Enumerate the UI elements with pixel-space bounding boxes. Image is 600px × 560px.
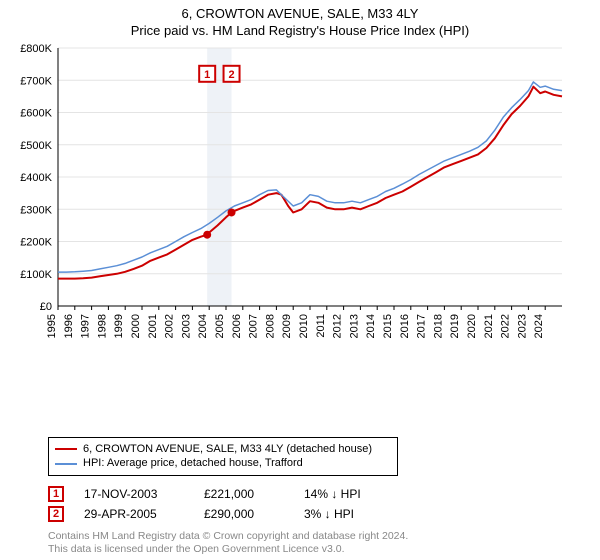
svg-text:2: 2 xyxy=(228,69,234,81)
footer-line: Contains HM Land Registry data © Crown c… xyxy=(48,530,590,543)
footer-line: This data is licensed under the Open Gov… xyxy=(48,543,590,556)
transaction-marker: 1 xyxy=(48,486,64,502)
svg-text:2021: 2021 xyxy=(483,314,495,338)
transaction-date: 17-NOV-2003 xyxy=(84,487,184,501)
svg-text:2000: 2000 xyxy=(130,314,142,338)
transaction-table: 1 17-NOV-2003 £221,000 14% ↓ HPI 2 29-APR-200… xyxy=(48,482,590,526)
svg-text:2003: 2003 xyxy=(180,314,192,338)
legend-swatch xyxy=(55,448,77,450)
svg-text:2004: 2004 xyxy=(197,314,209,338)
transaction-date: 29-APR-2005 xyxy=(84,507,184,521)
svg-text:2020: 2020 xyxy=(466,314,478,338)
svg-text:£200K: £200K xyxy=(20,237,52,249)
svg-text:2007: 2007 xyxy=(248,314,260,338)
transaction-diff: 3% ↓ HPI xyxy=(304,507,394,521)
svg-text:1: 1 xyxy=(204,69,210,81)
footer: Contains HM Land Registry data © Crown c… xyxy=(48,530,590,556)
svg-text:£600K: £600K xyxy=(20,108,52,120)
svg-text:2018: 2018 xyxy=(432,314,444,338)
svg-text:2011: 2011 xyxy=(315,314,327,338)
transaction-row: 2 29-APR-2005 £290,000 3% ↓ HPI xyxy=(48,506,590,522)
svg-text:£0: £0 xyxy=(40,301,52,313)
svg-text:2006: 2006 xyxy=(231,314,243,338)
svg-text:1999: 1999 xyxy=(113,314,125,338)
legend-swatch xyxy=(55,463,77,465)
transaction-price: £221,000 xyxy=(204,487,284,501)
svg-text:2005: 2005 xyxy=(214,314,226,338)
svg-text:£100K: £100K xyxy=(20,269,52,281)
svg-text:2014: 2014 xyxy=(365,314,377,338)
svg-text:£700K: £700K xyxy=(20,75,52,87)
svg-text:£400K: £400K xyxy=(20,172,52,184)
title-main: 6, CROWTON AVENUE, SALE, M33 4LY xyxy=(10,6,590,21)
chart-area: £0 £100K £200K £300K £400K £500K £600K £700K £80… xyxy=(10,38,590,435)
legend-row: 6, CROWTON AVENUE, SALE, M33 4LY (detach… xyxy=(55,442,391,456)
svg-text:1996: 1996 xyxy=(63,314,75,338)
svg-text:2022: 2022 xyxy=(500,314,512,338)
transaction-row: 1 17-NOV-2003 £221,000 14% ↓ HPI xyxy=(48,486,590,502)
transaction-diff: 14% ↓ HPI xyxy=(304,487,394,501)
chart-container: 6, CROWTON AVENUE, SALE, M33 4LY Price p… xyxy=(0,0,600,560)
svg-text:2016: 2016 xyxy=(399,314,411,338)
svg-text:2009: 2009 xyxy=(281,314,293,338)
svg-text:2012: 2012 xyxy=(332,314,344,338)
svg-text:1995: 1995 xyxy=(46,314,58,338)
svg-text:2024: 2024 xyxy=(533,314,545,338)
svg-text:1997: 1997 xyxy=(80,314,92,338)
svg-text:£500K: £500K xyxy=(20,140,52,152)
transaction-marker: 2 xyxy=(48,506,64,522)
svg-text:£800K: £800K xyxy=(20,43,52,55)
svg-text:£300K: £300K xyxy=(20,204,52,216)
svg-text:2001: 2001 xyxy=(147,314,159,338)
legend-row: HPI: Average price, detached house, Traf… xyxy=(55,456,391,470)
svg-text:1998: 1998 xyxy=(96,314,108,338)
svg-text:2023: 2023 xyxy=(516,314,528,338)
title-sub: Price paid vs. HM Land Registry's House … xyxy=(10,23,590,38)
legend: 6, CROWTON AVENUE, SALE, M33 4LY (detach… xyxy=(48,437,398,476)
legend-label: 6, CROWTON AVENUE, SALE, M33 4LY (detach… xyxy=(83,442,372,456)
legend-label: HPI: Average price, detached house, Traf… xyxy=(83,456,303,470)
svg-text:2010: 2010 xyxy=(298,314,310,338)
svg-text:2019: 2019 xyxy=(449,314,461,338)
svg-text:2008: 2008 xyxy=(264,314,276,338)
svg-text:2015: 2015 xyxy=(382,314,394,338)
svg-text:2002: 2002 xyxy=(164,314,176,338)
transaction-price: £290,000 xyxy=(204,507,284,521)
titles: 6, CROWTON AVENUE, SALE, M33 4LY Price p… xyxy=(10,6,590,38)
svg-text:2013: 2013 xyxy=(348,314,360,338)
line-chart: £0 £100K £200K £300K £400K £500K £600K £700K £80… xyxy=(10,38,570,368)
svg-text:2017: 2017 xyxy=(416,314,428,338)
